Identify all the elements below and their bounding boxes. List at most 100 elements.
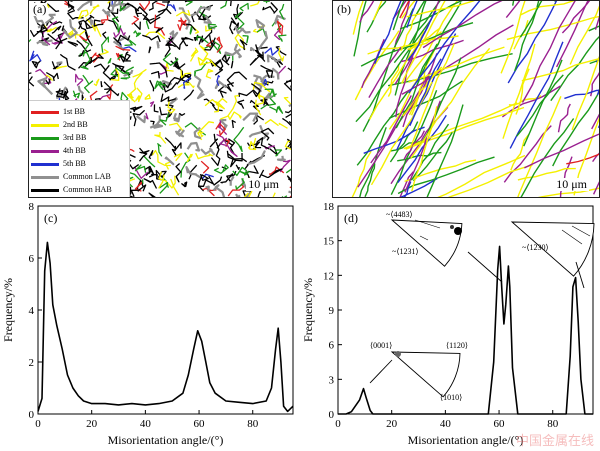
lath-boundary [523, 59, 563, 147]
grain-boundary [134, 181, 143, 192]
grain-boundary [89, 57, 98, 64]
lath-boundary [392, 1, 405, 31]
lath-boundary [406, 1, 418, 28]
grain-boundary [101, 36, 110, 53]
grain-boundary [198, 131, 204, 134]
grain-boundary [250, 1, 260, 7]
lath-boundary [395, 49, 415, 118]
x-tick-label: 60 [494, 418, 506, 430]
lath-boundary [422, 1, 503, 49]
grain-boundary [51, 25, 62, 34]
lath-boundary [503, 125, 552, 183]
lath-boundary [412, 132, 453, 182]
grain-boundary [196, 35, 209, 44]
grain-boundary [288, 190, 291, 194]
grain-boundary [274, 149, 283, 157]
y-tick-label: 15 [323, 236, 335, 248]
grain-boundary [108, 19, 118, 30]
grain-boundary [200, 160, 210, 174]
grain-boundary [173, 112, 179, 120]
grain-boundary [237, 99, 245, 109]
grain-boundary [37, 77, 54, 96]
grain-boundary [111, 8, 119, 15]
grain-boundary [181, 181, 188, 188]
grain-boundary [148, 1, 159, 11]
grain-boundary [163, 76, 190, 89]
legend-swatch [31, 162, 59, 166]
grain-boundary [178, 112, 186, 116]
grain-boundary [265, 92, 273, 100]
grain-boundary [29, 50, 42, 62]
grain-boundary [142, 13, 155, 21]
lath-boundary [351, 150, 372, 197]
lath-boundary [400, 177, 438, 197]
grain-boundary [104, 1, 118, 15]
grain-boundary [238, 89, 261, 98]
lath-boundary [364, 163, 376, 197]
grain-boundary [151, 70, 160, 79]
grain-boundary [203, 15, 216, 30]
lath-boundary [571, 56, 599, 131]
legend-item: 2nd BB [31, 120, 88, 130]
grain-boundary [156, 40, 160, 49]
grain-boundary [272, 192, 276, 197]
grain-boundary [197, 45, 209, 66]
grain-boundary [276, 155, 286, 162]
lath-boundary [510, 133, 530, 171]
legend-swatch [31, 149, 59, 153]
inset-grid-line [414, 219, 441, 241]
lath-boundary [355, 18, 432, 123]
grain-boundary [262, 5, 275, 13]
grain-boundary [93, 78, 100, 87]
y-tick-label: 6 [29, 253, 35, 265]
pole-cluster [395, 351, 401, 357]
lath-boundary [554, 1, 556, 2]
pole-figure-inset-1 [390, 219, 463, 267]
grain-boundary [56, 88, 69, 99]
grain-boundary [214, 60, 224, 76]
grain-boundary [62, 19, 78, 39]
grain-boundary [123, 51, 131, 62]
grain-boundary [251, 137, 257, 146]
grain-boundary [232, 166, 248, 177]
x-tick-label: 60 [194, 418, 206, 430]
grain-boundary [279, 3, 285, 20]
lath-boundary [408, 1, 481, 94]
grain-boundary [180, 69, 192, 79]
grain-boundary [239, 2, 249, 12]
grain-boundary [101, 8, 111, 17]
lath-boundary [370, 95, 412, 164]
grain-boundary [254, 99, 262, 116]
y-tick-label: 4 [29, 305, 35, 317]
grain-boundary [188, 81, 195, 89]
grain-boundary [253, 74, 275, 86]
grain-boundary [282, 117, 291, 127]
grain-boundary [199, 57, 217, 67]
lath-boundary [501, 85, 561, 118]
lath-boundary [537, 187, 599, 197]
grain-boundary [216, 74, 221, 86]
grain-boundary [264, 119, 279, 127]
grain-boundary [131, 15, 140, 25]
grain-boundary [221, 54, 231, 66]
legend-swatch [31, 136, 59, 140]
grain-boundary [44, 77, 52, 85]
lath-boundary [566, 153, 599, 165]
grain-boundary [227, 138, 236, 155]
x-tick-label: 80 [247, 418, 259, 430]
grain-boundary [260, 64, 274, 79]
grain-boundary [174, 60, 186, 70]
x-tick-label: 20 [386, 418, 398, 430]
grain-boundary [181, 37, 189, 47]
y-tick-label: 3 [329, 374, 335, 386]
grain-boundary [181, 19, 187, 26]
grain-boundary [220, 1, 228, 9]
grain-boundary [208, 23, 218, 30]
grain-boundary [189, 26, 193, 35]
grain-boundary [40, 23, 48, 33]
grain-boundary [76, 1, 93, 12]
grain-boundary [128, 72, 143, 99]
grain-boundary [164, 137, 182, 150]
grain-boundary [110, 67, 130, 78]
inset-3-pointer [369, 359, 393, 384]
